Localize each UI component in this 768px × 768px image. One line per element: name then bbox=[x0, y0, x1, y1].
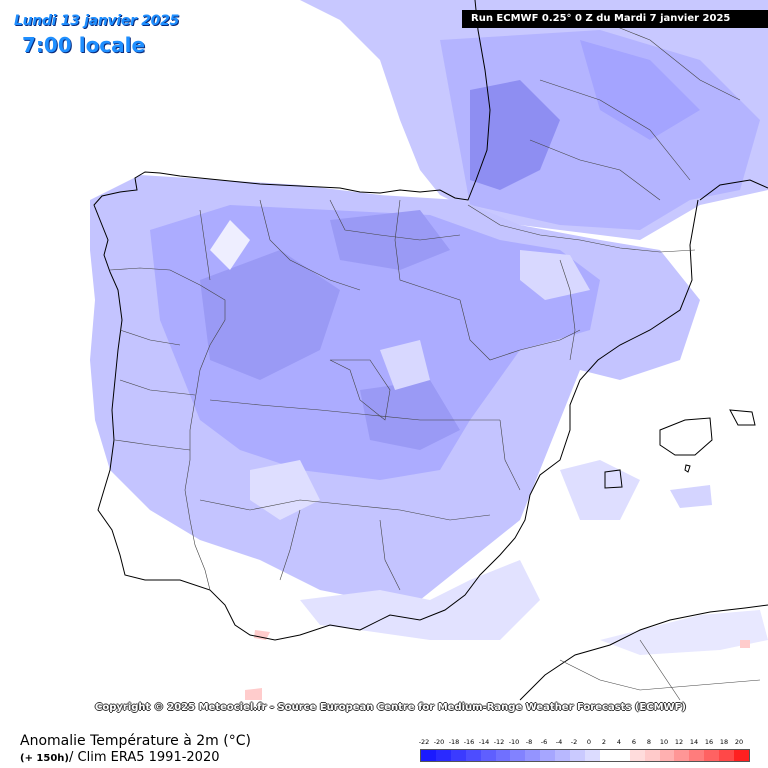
legend-swatch bbox=[570, 750, 585, 761]
anomaly-fields bbox=[90, 0, 768, 700]
legend-swatch bbox=[644, 750, 660, 761]
map-title: Anomalie Température à 2m (°C) bbox=[20, 733, 251, 749]
legend-label: 0 bbox=[586, 738, 592, 746]
copyright-notice: Copyright © 2025 Meteociel.fr - Source E… bbox=[95, 702, 686, 713]
legend-swatch bbox=[450, 750, 466, 761]
legend-swatch bbox=[421, 750, 436, 761]
legend-label: 12 bbox=[674, 738, 684, 746]
legend-label: -10 bbox=[508, 738, 520, 746]
legend-swatch bbox=[599, 750, 615, 761]
map-subtitle: (+ 150h)/ Clim ERA5 1991-2020 bbox=[20, 750, 219, 765]
legend-swatch bbox=[734, 750, 749, 761]
legend-label: -16 bbox=[463, 738, 475, 746]
legend-label: -6 bbox=[540, 738, 548, 746]
climatology-label: / Clim ERA5 1991-2020 bbox=[69, 750, 220, 765]
legend-swatch bbox=[659, 750, 675, 761]
legend-swatch bbox=[495, 750, 511, 761]
legend-swatch bbox=[525, 750, 541, 761]
legend-label: -8 bbox=[525, 738, 533, 746]
legend-label: -20 bbox=[433, 738, 445, 746]
legend-swatch bbox=[674, 750, 690, 761]
legend-label: -14 bbox=[478, 738, 490, 746]
legend-label: 2 bbox=[601, 738, 607, 746]
legend-swatch bbox=[584, 750, 600, 761]
legend-swatch bbox=[435, 750, 451, 761]
legend-label: 18 bbox=[719, 738, 729, 746]
forecast-time: 7:00 locale bbox=[22, 33, 146, 57]
legend-swatch bbox=[719, 750, 735, 761]
color-legend: -22 -20 -18 -16 -14 -12 -10 -8 -6 -4 -2 0 2 4 6 8 10 12 14… bbox=[418, 738, 750, 766]
forecast-date: Lundi 13 janvier 2025 bbox=[14, 13, 179, 29]
legend-swatch bbox=[704, 750, 720, 761]
run-info: Run ECMWF 0.25° 0 Z du Mardi 7 janvier 2… bbox=[462, 10, 768, 28]
legend-label: 16 bbox=[704, 738, 714, 746]
region-borders bbox=[109, 19, 761, 701]
legend-swatch bbox=[465, 750, 481, 761]
legend-label: -12 bbox=[493, 738, 505, 746]
legend-label: 6 bbox=[631, 738, 637, 746]
legend-label: 20 bbox=[734, 738, 744, 746]
legend-swatch bbox=[555, 750, 571, 761]
legend-swatch bbox=[540, 750, 556, 761]
lead-time: (+ 150h) bbox=[20, 753, 69, 764]
legend-swatch bbox=[510, 750, 526, 761]
legend-label: -18 bbox=[448, 738, 460, 746]
legend-label: 4 bbox=[616, 738, 622, 746]
legend-label: -2 bbox=[570, 738, 578, 746]
legend-color-bar bbox=[420, 749, 750, 762]
legend-label: 10 bbox=[659, 738, 669, 746]
coastlines bbox=[93, 0, 768, 701]
legend-label: 14 bbox=[689, 738, 699, 746]
legend-labels: -22 -20 -18 -16 -14 -12 -10 -8 -6 -4 -2 0 2 4 6 8 10 12 14… bbox=[418, 738, 750, 748]
legend-swatch bbox=[629, 750, 645, 761]
legend-label: -4 bbox=[555, 738, 563, 746]
legend-swatch bbox=[689, 750, 705, 761]
legend-swatch bbox=[480, 750, 496, 761]
legend-label: 8 bbox=[646, 738, 652, 746]
legend-swatch bbox=[614, 750, 630, 761]
legend-label: -22 bbox=[418, 738, 430, 746]
